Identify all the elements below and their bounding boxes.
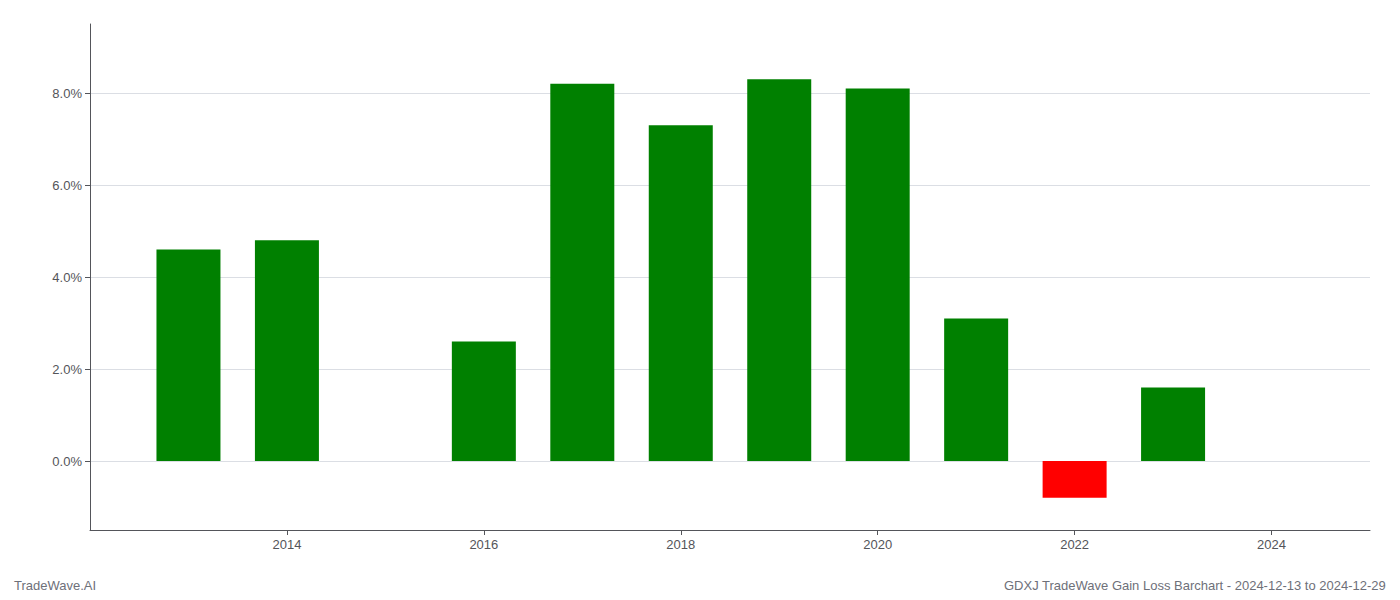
- svg-text:2022: 2022: [1060, 537, 1089, 552]
- svg-text:4.0%: 4.0%: [52, 270, 82, 285]
- svg-text:TradeWave.AI: TradeWave.AI: [14, 578, 96, 593]
- svg-text:6.0%: 6.0%: [52, 178, 82, 193]
- svg-text:2016: 2016: [469, 537, 498, 552]
- svg-text:GDXJ TradeWave Gain Loss Barch: GDXJ TradeWave Gain Loss Barchart - 2024…: [1004, 578, 1386, 593]
- svg-text:2024: 2024: [1257, 537, 1286, 552]
- svg-text:0.0%: 0.0%: [52, 454, 82, 469]
- svg-text:2018: 2018: [666, 537, 695, 552]
- svg-text:2014: 2014: [272, 537, 301, 552]
- svg-text:2020: 2020: [863, 537, 892, 552]
- svg-text:8.0%: 8.0%: [52, 86, 82, 101]
- svg-text:2.0%: 2.0%: [52, 362, 82, 377]
